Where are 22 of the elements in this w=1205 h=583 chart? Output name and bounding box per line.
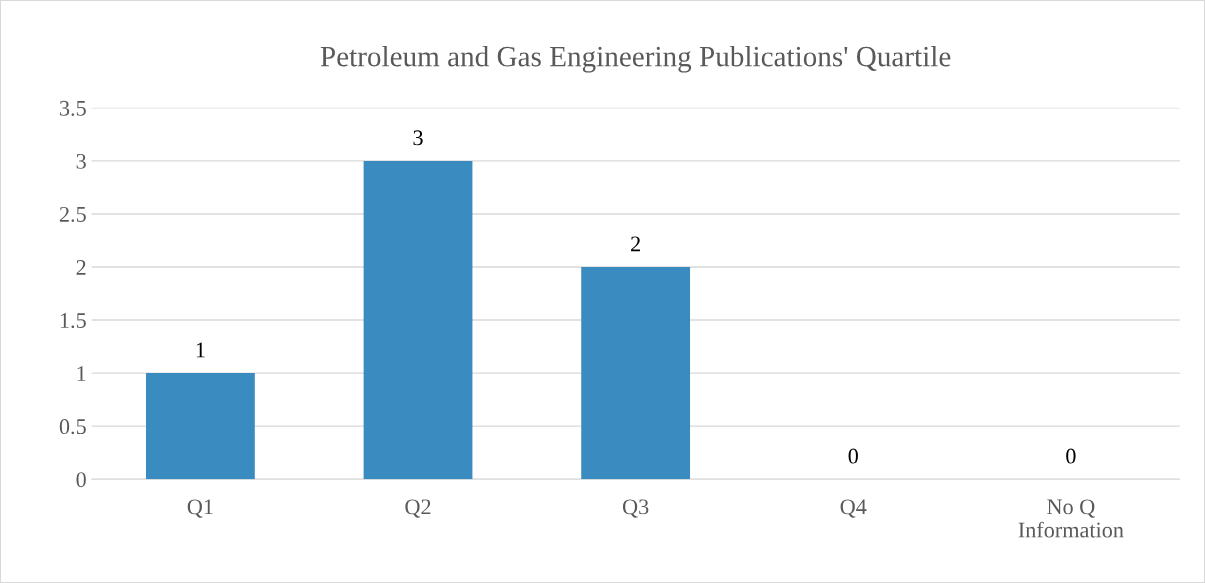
bar [145,373,255,480]
y-tick-label: 3.5 [60,100,86,116]
y-tick-label: 2.5 [59,206,86,222]
chart-title: Petroleum and Gas Engineering Publications' Quartile [320,45,951,73]
bar [581,267,691,480]
y-tick-label: 2 [76,260,86,275]
x-tick-label: Q4 [840,499,867,518]
y-tick-label: 0 [76,472,86,488]
data-label: 2 [631,236,640,252]
x-tick-label: Q2 [405,499,431,518]
y-tick-label: 3 [76,153,86,169]
x-tick-label: No Q Information [1018,499,1124,538]
data-label: 0 [848,448,858,464]
x-tick-label: Q1 [187,499,213,518]
y-tick-label: 1.5 [60,313,86,329]
bar [363,160,473,480]
data-label: 3 [413,130,423,146]
data-label: 1 [196,342,205,358]
y-tick-label: 1 [77,366,86,381]
data-label: 0 [1066,448,1076,464]
x-tick-label: Q3 [622,499,649,518]
y-tick-label: 0.5 [59,419,86,435]
